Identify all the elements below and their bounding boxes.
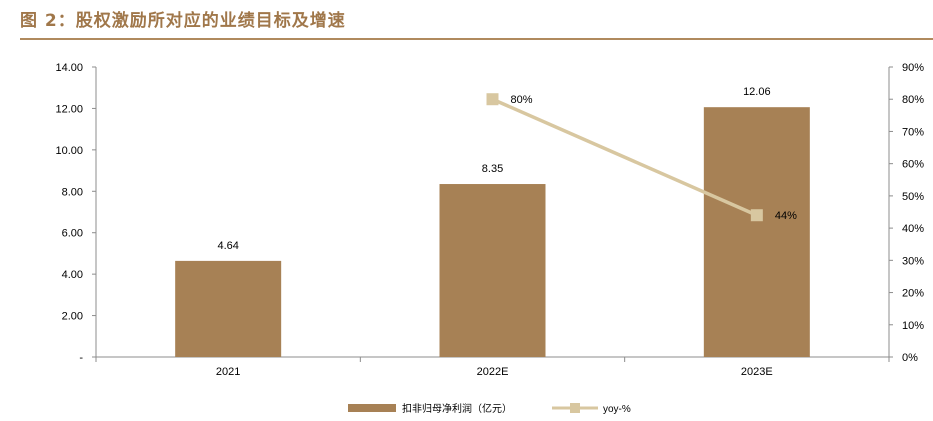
bar-2023E	[703, 107, 810, 357]
left-axis-tick-label: 14.00	[55, 62, 83, 74]
left-axis-tick-label: -	[79, 352, 83, 364]
left-axis-tick-label: 6.00	[62, 228, 83, 240]
bar-data-label: 8.35	[482, 163, 503, 175]
line-data-label: 44%	[775, 210, 797, 222]
left-axis-tick-label: 12.00	[55, 103, 83, 115]
bar-data-label: 4.64	[217, 240, 238, 252]
left-axis-tick-label: 10.00	[55, 145, 83, 157]
right-axis-tick-label: 10%	[902, 320, 924, 332]
bar-2021	[175, 260, 282, 357]
right-axis-tick-label: 40%	[902, 223, 924, 235]
right-axis-tick-label: 60%	[902, 159, 924, 171]
right-axis-tick-label: 20%	[902, 288, 924, 300]
legend-line-label: yoy-%	[603, 404, 631, 415]
left-axis-tick-label: 8.00	[62, 186, 83, 198]
left-axis-tick-label: 4.00	[62, 269, 83, 281]
yoy-line	[491, 97, 758, 217]
bar-series	[175, 107, 810, 357]
x-axis-tick-label: 2023E	[741, 366, 773, 378]
right-axis-tick-label: 50%	[902, 191, 924, 203]
legend-line-marker	[570, 403, 580, 413]
right-axis-tick-label: 0%	[902, 352, 918, 364]
legend: 扣非归母净利润（亿元） yoy-%	[348, 402, 631, 415]
right-axis-tick-label: 30%	[902, 255, 924, 267]
yoy-point-2023E	[750, 209, 763, 222]
line-data-label: 80%	[511, 94, 533, 106]
yoy-point-2022E	[486, 93, 499, 106]
line-series	[486, 93, 763, 222]
x-axis-tick-label: 2021	[216, 366, 240, 378]
bar-data-label: 12.06	[743, 86, 771, 98]
x-axis-tick-label: 2022E	[477, 366, 509, 378]
bar-2022E	[439, 184, 546, 357]
figure-title: 图 2：股权激励所对应的业绩目标及增速	[20, 11, 346, 31]
legend-bar-swatch	[348, 404, 396, 412]
title-divider	[20, 38, 933, 40]
legend-bar-label: 扣非归母净利润（亿元）	[402, 402, 512, 415]
right-axis-tick-label: 80%	[902, 94, 924, 106]
data-labels: 4.64 8.35 12.06 80% 44%	[217, 86, 797, 252]
left-axis-tick-label: 2.00	[62, 311, 83, 323]
right-axis-tick-label: 70%	[902, 126, 924, 138]
right-axis-tick-label: 90%	[902, 62, 924, 74]
